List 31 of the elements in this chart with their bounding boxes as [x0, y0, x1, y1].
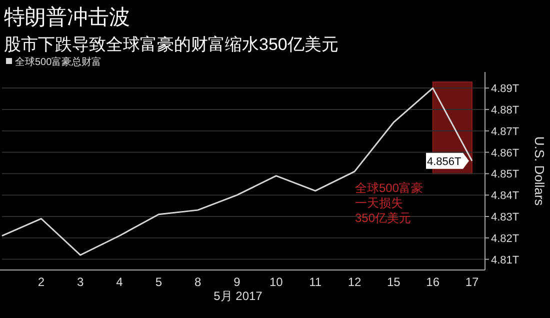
- y-tick-label: 4.88T: [491, 104, 520, 116]
- x-tick-label: 2: [38, 275, 45, 289]
- y-tick-label: 4.85T: [491, 168, 520, 181]
- x-tick-label: 8: [194, 275, 202, 289]
- y-tick-label: 4.89T: [491, 83, 520, 96]
- annotation: 350亿美元: [355, 211, 412, 225]
- x-tick-label: 9: [234, 275, 241, 289]
- x-tick-label: 16: [426, 275, 440, 289]
- x-tick-label: 11: [309, 275, 322, 289]
- x-tick-label: 15: [386, 275, 401, 289]
- y-tick-label: 4.81T: [491, 254, 520, 266]
- annotation: 全球500富豪: [355, 181, 424, 195]
- x-tick-label: 3: [76, 275, 84, 289]
- y-tick-label: 4.84T: [491, 190, 520, 202]
- legend-label: 全球500富豪总财富: [15, 56, 102, 68]
- x-tick-label: 10: [269, 275, 284, 289]
- y-tick-label: 4.86T: [491, 147, 520, 160]
- x-axis-title: 5月 2017: [214, 289, 263, 303]
- x-tick-label: 4: [116, 275, 124, 289]
- line-series: [1, 87, 473, 256]
- chart-subtitle: 股市下跌导致全球富豪的财富缩水350亿美元: [4, 35, 338, 54]
- data-label: 4.856T: [427, 156, 462, 168]
- y-tick-label: 4.82T: [491, 232, 520, 245]
- x-tick-label: 17: [465, 275, 479, 289]
- y-tick-label: 4.83T: [491, 211, 520, 224]
- y-tick-label: 4.87T: [491, 126, 520, 138]
- x-tick-label: 12: [348, 275, 362, 289]
- y-axis-title: U.S. Dollars: [532, 136, 547, 206]
- x-tick-label: 5: [155, 275, 162, 289]
- annotation: 一天损失: [355, 196, 403, 210]
- chart-title: 特朗普冲击波: [4, 5, 130, 29]
